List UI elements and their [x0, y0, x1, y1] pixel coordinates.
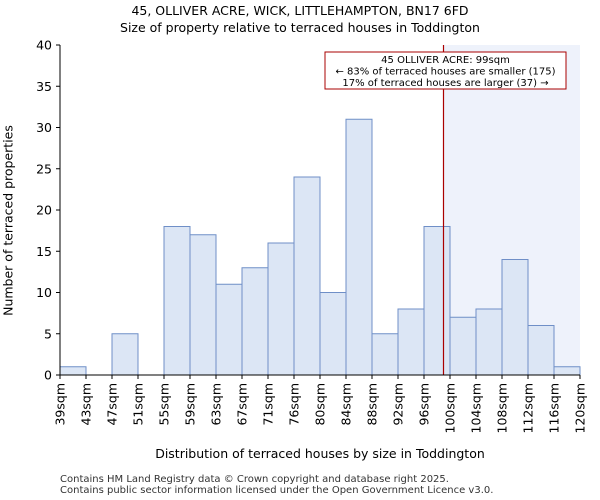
bar-63sqm — [215, 283, 243, 376]
x-tick-label-67sqm: 67sqm — [235, 383, 250, 426]
x-tick-label-76sqm: 76sqm — [287, 383, 302, 426]
bar-96sqm — [423, 226, 451, 376]
x-tick-label-104sqm: 104sqm — [469, 383, 484, 433]
x-tick-label-108sqm: 108sqm — [495, 383, 510, 433]
x-tick-label-47sqm: 47sqm — [105, 383, 120, 426]
annotation-line-3: 17% of terraced houses are larger (37) → — [342, 78, 548, 89]
bar-67sqm — [241, 267, 269, 376]
annotation-line-2: ← 83% of terraced houses are smaller (17… — [335, 67, 555, 78]
y-tick-label-5: 5 — [44, 326, 52, 341]
bar-108sqm — [501, 259, 529, 376]
y-tick-label-15: 15 — [36, 244, 52, 259]
y-tick-label-0: 0 — [44, 368, 52, 383]
bar-92sqm — [397, 308, 425, 376]
x-tick-label-80sqm: 80sqm — [313, 383, 328, 426]
x-tick-label-96sqm: 96sqm — [417, 383, 432, 426]
bar-71sqm — [267, 242, 295, 376]
x-tick-label-59sqm: 59sqm — [183, 383, 198, 426]
footer-copyright: Contains HM Land Registry data © Crown c… — [60, 474, 449, 485]
x-tick-label-63sqm: 63sqm — [209, 383, 224, 426]
bar-80sqm — [319, 292, 347, 376]
x-tick-label-71sqm: 71sqm — [261, 383, 276, 426]
bar-84sqm — [345, 118, 373, 376]
footer-licence: Contains public sector information licen… — [60, 485, 494, 496]
bar-116sqm — [553, 366, 581, 376]
bar-55sqm — [163, 226, 191, 376]
y-tick-label-30: 30 — [36, 120, 52, 135]
x-tick-label-92sqm: 92sqm — [391, 383, 406, 426]
x-axis-label: Distribution of terraced houses by size … — [155, 446, 485, 461]
y-tick-label-35: 35 — [36, 79, 52, 94]
bar-47sqm — [111, 333, 139, 376]
x-tick-label-55sqm: 55sqm — [157, 383, 172, 426]
x-tick-label-100sqm: 100sqm — [443, 383, 458, 433]
annotation-line-1: 45 OLLIVER ACRE: 99sqm — [381, 55, 510, 66]
bar-112sqm — [527, 325, 555, 376]
bar-39sqm — [59, 366, 87, 376]
bar-88sqm — [371, 333, 399, 376]
chart-title: 45, OLLIVER ACRE, WICK, LITTLEHAMPTON, B… — [131, 3, 469, 18]
x-tick-label-84sqm: 84sqm — [339, 383, 354, 426]
y-tick-label-20: 20 — [36, 203, 52, 218]
bar-104sqm — [475, 308, 503, 376]
y-tick-label-10: 10 — [36, 285, 52, 300]
annotation-box — [324, 51, 567, 90]
bar-100sqm — [449, 316, 477, 376]
y-tick-label-25: 25 — [36, 161, 52, 176]
x-tick-label-39sqm: 39sqm — [53, 383, 68, 426]
x-tick-label-112sqm: 112sqm — [521, 383, 536, 433]
x-tick-label-51sqm: 51sqm — [131, 383, 146, 426]
y-axis-label: Number of terraced properties — [0, 125, 16, 316]
x-tick-label-116sqm: 116sqm — [547, 383, 562, 433]
chart-subtitle: Size of property relative to terraced ho… — [120, 20, 480, 35]
y-tick-label-40: 40 — [36, 38, 52, 53]
x-tick-label-88sqm: 88sqm — [365, 383, 380, 426]
bar-76sqm — [293, 176, 321, 376]
bar-59sqm — [189, 234, 217, 376]
x-tick-label-43sqm: 43sqm — [79, 383, 94, 426]
x-tick-label-120sqm: 120sqm — [573, 383, 588, 433]
